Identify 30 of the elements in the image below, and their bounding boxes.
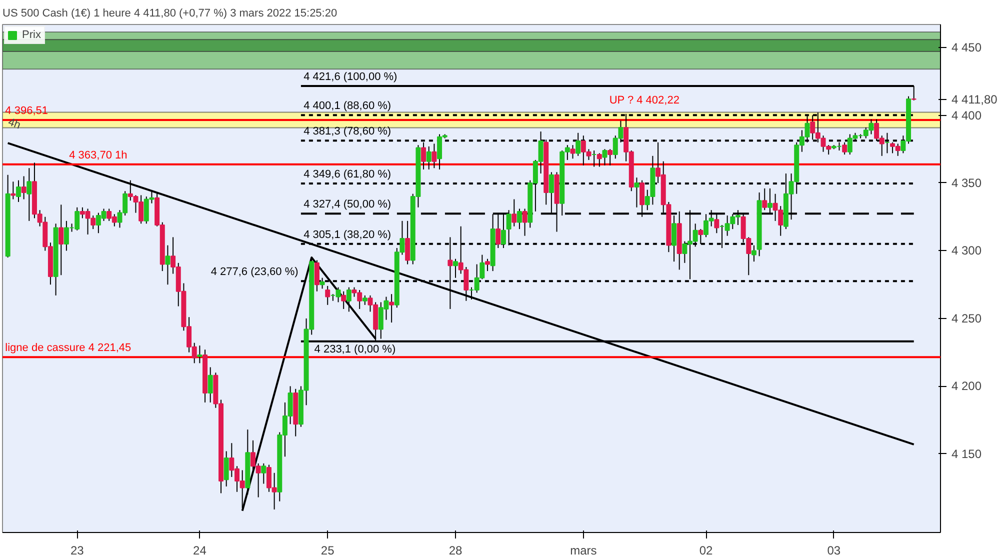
y-tick-label: 4 400 <box>952 108 982 122</box>
y-tick-label: 4 250 <box>952 311 982 326</box>
y-tick-label: 4 200 <box>952 379 982 394</box>
band-label: UP ? 4 402,22 <box>609 94 680 106</box>
y-tick-label: 4 450 <box>952 40 982 55</box>
x-tick-label: 23 <box>70 544 84 558</box>
x-tick-label: 24 <box>193 544 207 558</box>
x-tick-label: 28 <box>448 544 463 558</box>
series-label: 4 381,3 (78,60 %) <box>304 126 392 138</box>
series-label: 4 233,1 (0,00 %) <box>314 343 396 356</box>
ref-line-label: ligne de cassure 4 221,45 <box>5 342 132 354</box>
series-label: 4 421,6 (100,00 %) <box>304 71 398 83</box>
legend-label: Prix <box>22 29 42 41</box>
x-tick-label: 25 <box>320 544 335 558</box>
y-tick-label: 4 350 <box>952 176 982 190</box>
y-tick-label: 4 150 <box>952 446 982 461</box>
x-tick-label: mars <box>570 544 597 558</box>
y-tick-label: 4 411,80 <box>952 92 998 106</box>
chart-title: US 500 Cash (1€) 1 heure 4 411,80 (+0,77 %) 3 mars 2022 15:25:20 <box>2 8 338 20</box>
x-tick-label: 03 <box>827 544 841 558</box>
series-label: 4 327,4 (50,00 %) <box>304 198 392 211</box>
ref-line-label: 4 396,51 <box>5 104 48 117</box>
series-label: 4 400,1 (88,60 %) <box>304 100 392 112</box>
annotation: 4h <box>6 116 22 132</box>
ref-line-label: 4 363,70 1h <box>69 149 128 162</box>
x-tick-label: 02 <box>699 544 713 558</box>
series-label: 4 277,6 (23,60 %) <box>210 266 298 278</box>
y-tick-label: 4 300 <box>952 244 982 258</box>
series-label: 4 349,6 (61,80 %) <box>304 168 392 181</box>
series-label: 4 305,1 (38,20 %) <box>304 228 392 241</box>
